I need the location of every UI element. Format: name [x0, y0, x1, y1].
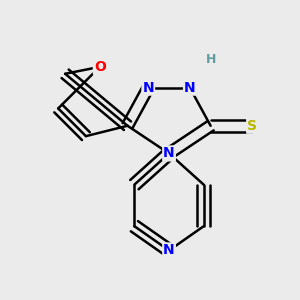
Text: N: N	[163, 146, 175, 161]
Text: N: N	[142, 81, 154, 94]
Text: H: H	[206, 53, 216, 66]
Text: N: N	[163, 244, 175, 257]
Text: O: O	[94, 60, 106, 74]
Text: N: N	[184, 81, 196, 94]
Text: S: S	[247, 119, 257, 133]
